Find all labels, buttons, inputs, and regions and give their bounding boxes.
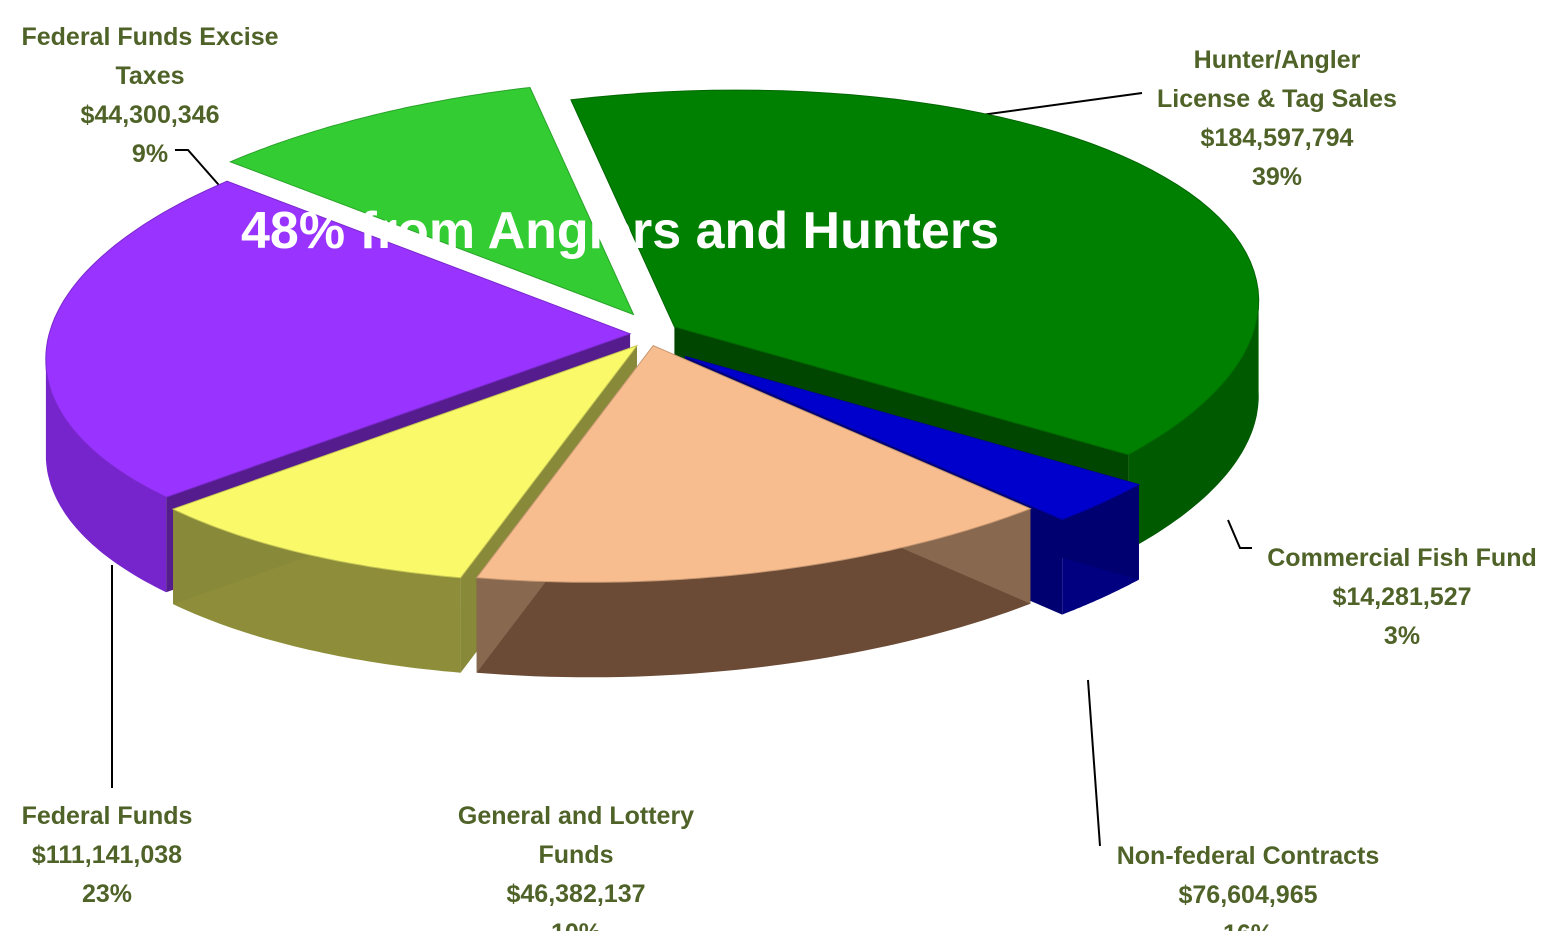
- slice-value: $111,141,038: [32, 841, 182, 869]
- slice-labels: Hunter/Angler License & Tag Sales $184,597…: [21, 23, 1536, 931]
- pie-slice: [45, 180, 632, 498]
- leader-line: [1227, 519, 1252, 549]
- slice-percent: 9%: [132, 140, 168, 168]
- slice-percent: 16%: [1223, 920, 1273, 931]
- slice-percent: 10%: [551, 919, 601, 931]
- slice-label: Federal Funds Excise Taxes $44,300,346 9%: [21, 23, 278, 168]
- leader-line: [175, 149, 226, 193]
- slice-value: $46,382,137: [506, 880, 645, 908]
- slice-name: Taxes: [115, 62, 184, 90]
- pie-slice: [475, 344, 1032, 583]
- pie-slice: [171, 344, 639, 579]
- slice-wall: [1128, 296, 1259, 550]
- slice-label: Federal Funds $111,141,038 23%: [22, 802, 193, 908]
- slice-wall: [476, 508, 1031, 678]
- slice-percent: 23%: [82, 880, 132, 908]
- slice-percent: 3%: [1384, 622, 1420, 650]
- slice-name: Commercial Fish Fund: [1267, 544, 1536, 572]
- leader-line: [1087, 679, 1101, 847]
- slice-label: Commercial Fish Fund $14,281,527 3%: [1267, 544, 1536, 650]
- slice-percent: 39%: [1252, 163, 1302, 191]
- slice-label: Hunter/Angler License & Tag Sales $184,597…: [1157, 46, 1397, 191]
- slice-value: $14,281,527: [1332, 583, 1471, 611]
- slice-name: Funds: [539, 841, 614, 869]
- annotation-text: 48% from Anglers and Hunters: [241, 202, 999, 260]
- slice-name: Federal Funds: [22, 802, 193, 830]
- slice-tops: [45, 86, 1260, 583]
- slice-wall: [45, 364, 167, 593]
- slice-value: $76,604,965: [1178, 881, 1317, 909]
- slice-value: $184,597,794: [1201, 124, 1354, 152]
- pie-slice: [570, 89, 1260, 456]
- slice-value: $44,300,346: [80, 101, 219, 129]
- slice-name: License & Tag Sales: [1157, 85, 1397, 113]
- slice-name: Hunter/Angler: [1194, 46, 1361, 74]
- slice-label: General and Lottery Funds $46,382,137 10%: [458, 802, 694, 931]
- slice-name: Non-federal Contracts: [1117, 842, 1380, 870]
- slice-label: Non-federal Contracts $76,604,965 16%: [1117, 842, 1380, 931]
- pie-slice: [684, 355, 1141, 521]
- slice-name: Federal Funds Excise: [21, 23, 278, 51]
- slice-name: General and Lottery: [458, 802, 694, 830]
- pie-slice: [229, 86, 635, 316]
